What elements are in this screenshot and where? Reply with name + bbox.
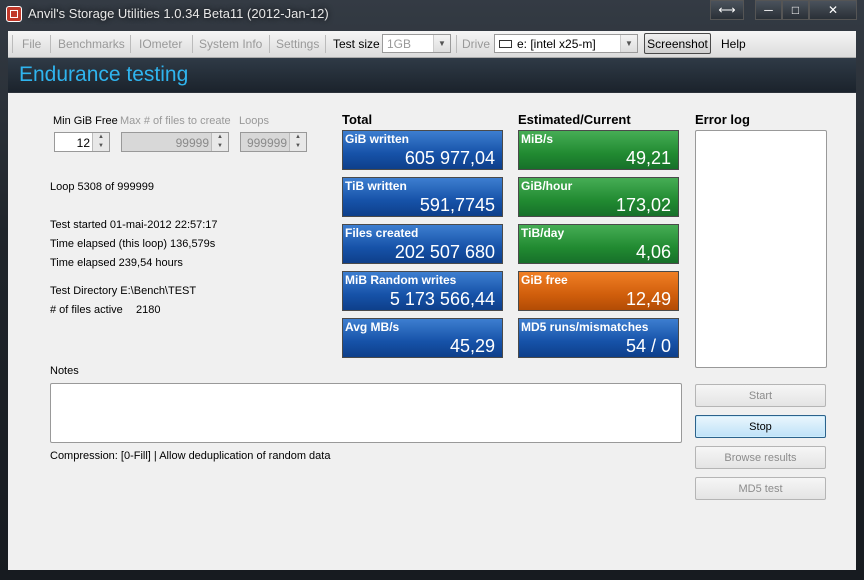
error-log-heading: Error log — [695, 112, 750, 127]
time-elapsed-loop: Time elapsed (this loop) 136,579s — [50, 238, 216, 250]
tile-label: MD5 runs/mismatches — [521, 320, 649, 334]
tile-value: 54 / 0 — [625, 336, 671, 356]
tile-label: MiB/s — [521, 132, 554, 146]
test-size-value: 1GB — [387, 37, 412, 51]
tile-value: 591,7745 — [419, 195, 495, 215]
tile-label: GiB free — [521, 273, 568, 287]
menu-separator — [130, 35, 131, 53]
main-panel: Min GiB Free 12 ▲ ▼ Max # of files to cre… — [8, 93, 856, 570]
stepper-arrows-icon[interactable]: ▲ ▼ — [92, 133, 109, 151]
md5-test-button[interactable]: MD5 test — [695, 477, 826, 500]
screenshot-button[interactable]: Screenshot — [644, 33, 711, 54]
tile-tib-written: TiB written 591,7745 — [342, 177, 503, 217]
menu-system-info[interactable]: System Info — [199, 37, 263, 51]
loops-label: Loops — [239, 115, 269, 127]
total-heading: Total — [342, 112, 373, 127]
restore-size-button[interactable]: ⟷ — [710, 0, 744, 20]
tile-label: Avg MB/s — [345, 320, 400, 334]
files-active-value: 2180 — [136, 304, 161, 316]
window-title: Anvil's Storage Utilities 1.0.34 Beta11 … — [28, 6, 329, 21]
tile-gib-written: GiB written 605 977,04 — [342, 130, 503, 170]
close-button[interactable]: ✕ — [809, 0, 857, 20]
tile-mib-random-writes: MiB Random writes 5 173 566,44 — [342, 271, 503, 311]
loops-value: 999999 — [246, 136, 287, 150]
max-files-stepper[interactable]: 99999 ▲ ▼ — [121, 132, 229, 152]
stepper-arrows-icon[interactable]: ▲ ▼ — [211, 133, 228, 151]
loop-status: Loop 5308 of 999999 — [50, 181, 154, 193]
tile-label: MiB Random writes — [345, 273, 457, 287]
menu-benchmarks[interactable]: Benchmarks — [58, 37, 125, 51]
notes-label: Notes — [50, 365, 79, 377]
stepper-arrows-icon[interactable]: ▲ ▼ — [289, 133, 306, 151]
tile-label: TiB/day — [521, 226, 565, 240]
tile-files-created: Files created 202 507 680 — [342, 224, 503, 264]
loops-stepper[interactable]: 999999 ▲ ▼ — [240, 132, 307, 152]
tile-value: 202 507 680 — [394, 242, 495, 262]
chevron-down-icon: ▼ — [433, 35, 450, 52]
tile-value: 173,02 — [615, 195, 671, 215]
drive-value: e: [intel x25-m] — [517, 37, 596, 51]
drive-label: Drive — [462, 37, 491, 51]
test-started: Test started 01-mai-2012 22:57:17 — [50, 219, 218, 231]
tile-value: 49,21 — [625, 148, 671, 168]
tile-value: 12,49 — [625, 289, 671, 309]
compression-info: Compression: [0-Fill] | Allow deduplicat… — [50, 450, 331, 462]
menu-help[interactable]: Help — [721, 37, 746, 51]
menu-bar: File Benchmarks IOmeter System Info Sett… — [8, 31, 856, 58]
tile-value: 4,06 — [635, 242, 671, 262]
menu-file[interactable]: File — [22, 37, 42, 51]
estimated-heading: Estimated/Current — [518, 112, 631, 127]
time-elapsed-total: Time elapsed 239,54 hours — [50, 257, 183, 269]
menu-separator — [456, 35, 457, 53]
test-size-label: Test size — [333, 37, 380, 51]
notes-textarea[interactable] — [50, 383, 682, 443]
tile-value: 5 173 566,44 — [389, 289, 495, 309]
drive-select[interactable]: e: [intel x25-m] ▼ — [494, 34, 638, 53]
minimize-button[interactable]: ─ — [755, 0, 782, 20]
tile-gib-free: GiB free 12,49 — [518, 271, 679, 311]
tile-value: 605 977,04 — [404, 148, 495, 168]
files-active-label: # of files active — [50, 304, 123, 316]
tile-label: Files created — [345, 226, 419, 240]
min-gib-free-label: Min GiB Free — [53, 115, 118, 127]
menu-separator — [325, 35, 326, 53]
drive-icon — [499, 40, 512, 48]
maximize-button[interactable]: □ — [782, 0, 809, 20]
error-log-box[interactable] — [695, 130, 827, 368]
tile-label: GiB/hour — [521, 179, 573, 193]
tile-gib-hour: GiB/hour 173,02 — [518, 177, 679, 217]
chevron-down-icon: ▼ — [620, 35, 637, 52]
tile-label: GiB written — [345, 132, 410, 146]
stop-button[interactable]: Stop — [695, 415, 826, 438]
menu-separator — [12, 35, 13, 53]
tile-tib-day: TiB/day 4,06 — [518, 224, 679, 264]
start-button[interactable]: Start — [695, 384, 826, 407]
page-title: Endurance testing — [19, 63, 189, 86]
menu-iometer[interactable]: IOmeter — [139, 37, 183, 51]
min-gib-free-value: 12 — [76, 136, 90, 150]
test-size-select[interactable]: 1GB ▼ — [382, 34, 451, 53]
tile-value: 45,29 — [449, 336, 495, 356]
menu-settings[interactable]: Settings — [276, 37, 320, 51]
test-directory: Test Directory E:\Bench\TEST — [50, 285, 197, 297]
app-anvil-icon — [6, 6, 22, 22]
menu-separator — [50, 35, 51, 53]
page-header: Endurance testing — [8, 58, 856, 92]
menu-separator — [269, 35, 270, 53]
min-gib-free-stepper[interactable]: 12 ▲ ▼ — [54, 132, 110, 152]
menu-separator — [192, 35, 193, 53]
browse-results-button[interactable]: Browse results — [695, 446, 826, 469]
tile-avg-mbs: Avg MB/s 45,29 — [342, 318, 503, 358]
tile-mibs: MiB/s 49,21 — [518, 130, 679, 170]
title-bar[interactable]: Anvil's Storage Utilities 1.0.34 Beta11 … — [0, 0, 864, 30]
max-files-value: 99999 — [175, 136, 209, 150]
tile-md5-runs: MD5 runs/mismatches 54 / 0 — [518, 318, 679, 358]
tile-label: TiB written — [345, 179, 407, 193]
max-files-label: Max # of files to create — [120, 115, 231, 127]
